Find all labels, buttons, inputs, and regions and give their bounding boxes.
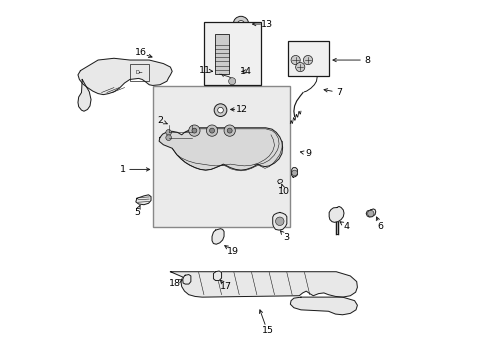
Text: 6: 6 — [377, 222, 383, 231]
Circle shape — [217, 107, 223, 113]
Polygon shape — [366, 209, 375, 217]
Text: 16: 16 — [134, 49, 146, 58]
Polygon shape — [170, 272, 357, 297]
Polygon shape — [328, 207, 343, 222]
Bar — [214, 33, 228, 74]
Circle shape — [295, 63, 304, 72]
Circle shape — [206, 125, 217, 136]
Text: 2: 2 — [157, 116, 163, 125]
FancyBboxPatch shape — [153, 86, 290, 226]
Polygon shape — [272, 212, 286, 230]
Circle shape — [188, 125, 200, 136]
Polygon shape — [159, 128, 282, 170]
Text: 4: 4 — [343, 222, 349, 231]
Circle shape — [224, 125, 235, 136]
Circle shape — [367, 210, 373, 217]
Text: 13: 13 — [261, 19, 273, 28]
Text: 10: 10 — [278, 187, 289, 196]
Text: 14: 14 — [240, 67, 252, 76]
Polygon shape — [291, 168, 297, 177]
Circle shape — [290, 55, 300, 65]
Polygon shape — [183, 275, 190, 284]
Text: 9: 9 — [305, 149, 310, 158]
Circle shape — [233, 16, 248, 32]
Circle shape — [227, 128, 232, 133]
Text: 7: 7 — [335, 88, 341, 97]
Text: 18: 18 — [168, 279, 180, 288]
Text: 5: 5 — [134, 208, 140, 217]
Text: D⌐: D⌐ — [135, 70, 143, 75]
Text: 12: 12 — [235, 105, 247, 114]
Circle shape — [291, 170, 297, 176]
FancyBboxPatch shape — [287, 41, 328, 76]
Polygon shape — [136, 195, 151, 205]
Text: 15: 15 — [261, 327, 273, 336]
Text: 11: 11 — [199, 66, 210, 75]
Text: 17: 17 — [220, 282, 232, 291]
Circle shape — [192, 128, 197, 133]
Circle shape — [165, 130, 171, 135]
Circle shape — [303, 55, 312, 65]
Polygon shape — [213, 271, 221, 280]
Text: 1: 1 — [120, 165, 125, 174]
Polygon shape — [212, 229, 224, 244]
Polygon shape — [290, 297, 357, 315]
Text: 19: 19 — [227, 247, 239, 256]
Polygon shape — [277, 179, 282, 184]
Circle shape — [275, 217, 284, 225]
Circle shape — [237, 21, 244, 28]
Text: 8: 8 — [364, 55, 369, 64]
Circle shape — [209, 128, 214, 133]
Polygon shape — [78, 80, 91, 111]
Text: 3: 3 — [283, 233, 288, 242]
FancyBboxPatch shape — [203, 22, 261, 85]
Circle shape — [165, 135, 171, 140]
Circle shape — [228, 78, 235, 85]
Polygon shape — [78, 58, 172, 95]
Circle shape — [214, 104, 226, 117]
Bar — [130, 64, 149, 81]
